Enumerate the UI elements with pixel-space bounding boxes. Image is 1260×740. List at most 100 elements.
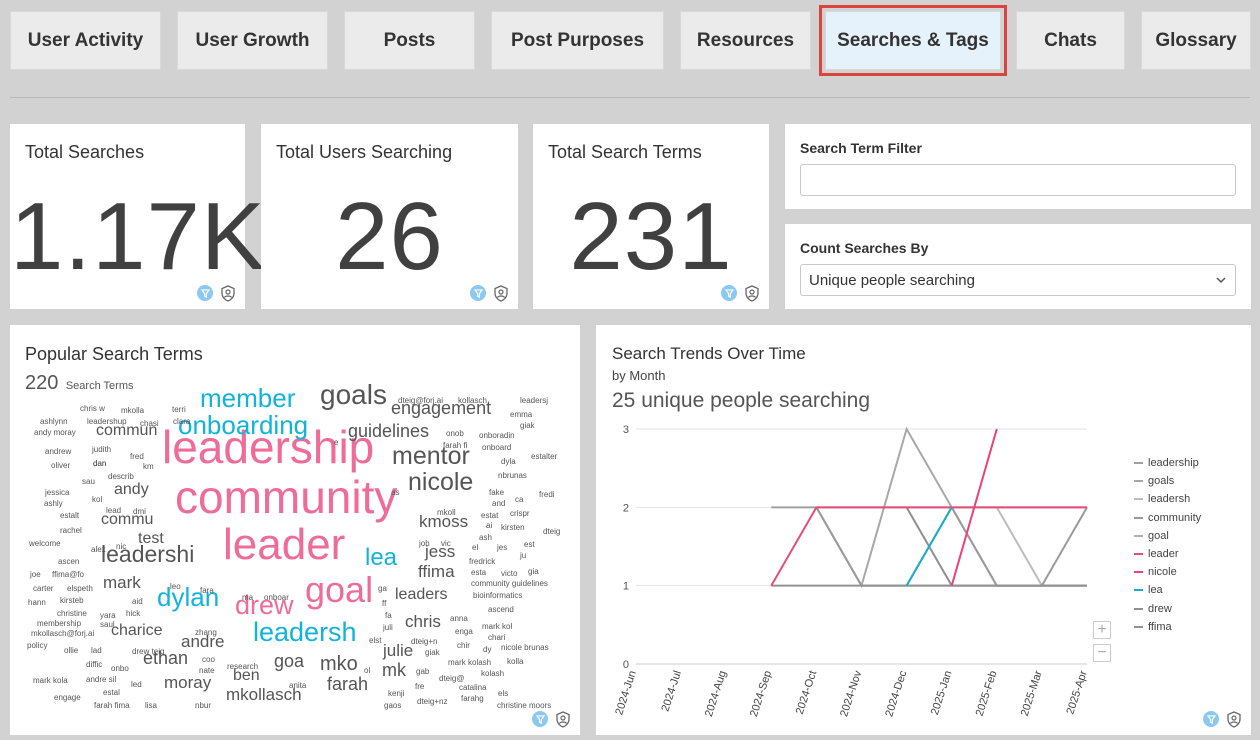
shield-icon[interactable] xyxy=(554,710,572,728)
word-cloud-term[interactable]: ashly xyxy=(44,499,63,509)
word-cloud-term[interactable]: diffic xyxy=(86,660,103,670)
word-cloud-term[interactable]: hick xyxy=(126,609,141,619)
word-cloud-term[interactable]: ca xyxy=(515,495,524,505)
word-cloud-term[interactable]: anita xyxy=(289,681,307,691)
word-cloud-term[interactable]: fredi xyxy=(539,490,555,500)
word-cloud-term[interactable]: lea xyxy=(365,543,398,571)
word-cloud-term[interactable]: dan xyxy=(93,459,107,469)
word-cloud-term[interactable]: member xyxy=(200,382,296,413)
legend-item-nicole[interactable]: nicole xyxy=(1134,566,1177,578)
legend-item-community[interactable]: community xyxy=(1134,512,1201,524)
word-cloud-term[interactable]: engage xyxy=(54,693,81,703)
legend-item-goals[interactable]: goals xyxy=(1134,475,1174,487)
word-cloud-term[interactable]: engagement xyxy=(391,397,492,418)
legend-item-lea[interactable]: lea xyxy=(1134,584,1163,596)
word-cloud-term[interactable]: carter xyxy=(33,584,54,594)
word-cloud-term[interactable]: fa xyxy=(385,611,392,621)
legend-item-drew[interactable]: drew xyxy=(1134,603,1172,615)
word-cloud-term[interactable]: yara xyxy=(100,611,116,621)
word-cloud-term[interactable]: kmoss xyxy=(419,511,469,531)
word-cloud-term[interactable]: onboar xyxy=(264,593,289,603)
word-cloud-term[interactable]: led xyxy=(131,680,142,690)
filter-icon[interactable] xyxy=(470,285,486,301)
word-cloud-term[interactable]: as xyxy=(391,488,400,498)
word-cloud-term[interactable]: oliver xyxy=(51,461,71,471)
word-cloud-term[interactable]: mkoll xyxy=(437,508,456,518)
word-cloud-term[interactable]: andrew xyxy=(45,447,72,457)
word-cloud-term[interactable]: ff xyxy=(382,599,387,609)
search-term-input[interactable] xyxy=(800,164,1236,196)
word-cloud-term[interactable]: estalt xyxy=(60,511,80,521)
word-cloud-term[interactable]: estat xyxy=(481,511,499,521)
word-cloud-term[interactable]: fake xyxy=(489,488,505,498)
word-cloud-term[interactable]: juli xyxy=(383,623,393,633)
word-cloud-term[interactable]: describ xyxy=(108,472,134,482)
word-cloud-term[interactable]: elspeth xyxy=(67,584,93,594)
word-cloud-term[interactable]: coo xyxy=(202,655,215,665)
word-cloud-term[interactable]: dy xyxy=(483,645,492,655)
shield-icon[interactable] xyxy=(1225,710,1243,728)
word-cloud-term[interactable]: farah fima xyxy=(94,701,130,711)
word-cloud-term[interactable]: guidelines xyxy=(348,420,430,441)
word-cloud-term[interactable]: leadersj xyxy=(520,396,549,406)
word-cloud-term[interactable]: ol xyxy=(364,666,371,676)
word-cloud-term[interactable]: commun xyxy=(96,422,158,440)
word-cloud-term[interactable]: ascen xyxy=(58,557,80,567)
word-cloud-term[interactable]: andre sil xyxy=(86,675,117,685)
word-cloud-term[interactable]: onob xyxy=(446,429,464,439)
legend-item-goal[interactable]: goal xyxy=(1134,530,1169,542)
word-cloud-term[interactable]: estal xyxy=(103,688,120,698)
word-cloud-term[interactable]: leadersh xyxy=(253,617,357,648)
word-cloud-term[interactable]: onboarding xyxy=(178,409,309,440)
shield-icon[interactable] xyxy=(492,284,510,302)
word-cloud-term[interactable]: aid xyxy=(132,597,143,607)
word-cloud-term[interactable]: mk xyxy=(382,659,406,680)
word-cloud-term[interactable]: e xyxy=(334,438,339,448)
word-cloud-term[interactable]: onboard xyxy=(482,443,512,453)
word-cloud-term[interactable]: gia xyxy=(528,567,539,577)
shield-icon[interactable] xyxy=(219,284,237,302)
word-cloud-term[interactable]: kolash xyxy=(481,669,505,679)
tab-resources[interactable]: Resources xyxy=(680,11,811,70)
word-cloud-term[interactable]: commu xyxy=(101,511,154,529)
word-cloud-term[interactable]: ollie xyxy=(64,646,79,656)
word-cloud-term[interactable]: ai xyxy=(486,521,493,531)
word-cloud-term[interactable]: farah fi xyxy=(443,441,468,451)
word-cloud-term[interactable]: dteig@ xyxy=(439,674,465,684)
word-cloud-term[interactable]: ju xyxy=(520,551,527,561)
word-cloud-term[interactable]: catalina xyxy=(459,683,487,693)
word-cloud-term[interactable]: chasi xyxy=(140,419,159,429)
word-cloud-term[interactable]: fred xyxy=(130,452,144,462)
legend-item-leadership[interactable]: leadership xyxy=(1134,457,1199,469)
word-cloud-term[interactable]: clara xyxy=(173,417,191,427)
word-cloud-term[interactable]: community guidelines xyxy=(471,579,548,589)
word-cloud-term[interactable]: mark xyxy=(103,572,141,592)
word-cloud-term[interactable]: welcome xyxy=(29,539,61,549)
word-cloud-term[interactable]: nicole xyxy=(408,467,474,496)
legend-item-leader[interactable]: leader xyxy=(1134,548,1179,560)
word-cloud-term[interactable]: charice xyxy=(111,622,163,640)
filter-icon[interactable] xyxy=(1203,711,1219,727)
word-cloud-term[interactable]: drew xyxy=(235,590,294,621)
word-cloud-term[interactable]: moray xyxy=(164,672,212,692)
word-cloud-term[interactable]: membership xyxy=(37,619,82,629)
word-cloud-term[interactable]: mko xyxy=(320,653,358,675)
word-cloud-term[interactable]: jess xyxy=(425,541,456,561)
word-cloud-term[interactable]: nbrunas xyxy=(498,471,527,481)
word-cloud-term[interactable]: sau xyxy=(82,477,95,487)
word-cloud-term[interactable]: research xyxy=(227,662,259,672)
word-cloud-term[interactable]: dteig xyxy=(543,527,561,537)
tab-user-activity[interactable]: User Activity xyxy=(10,11,161,70)
word-cloud-term[interactable]: mkollasch xyxy=(226,684,302,704)
word-cloud-term[interactable]: onboradin xyxy=(479,431,515,441)
word-cloud-term[interactable]: test xyxy=(138,530,164,548)
legend-item-leadersh[interactable]: leadersh xyxy=(1134,493,1190,505)
word-cloud-term[interactable]: jes xyxy=(497,543,508,553)
word-cloud-term[interactable]: nate xyxy=(199,666,215,676)
word-cloud-term[interactable]: and xyxy=(492,499,506,509)
word-cloud-term[interactable]: mark kola xyxy=(33,676,68,686)
word-cloud-term[interactable]: andy xyxy=(114,481,149,499)
word-cloud-term[interactable]: giak xyxy=(520,421,535,431)
word-cloud-term[interactable]: el xyxy=(472,543,479,553)
word-cloud-term[interactable]: kirsten xyxy=(501,523,525,533)
